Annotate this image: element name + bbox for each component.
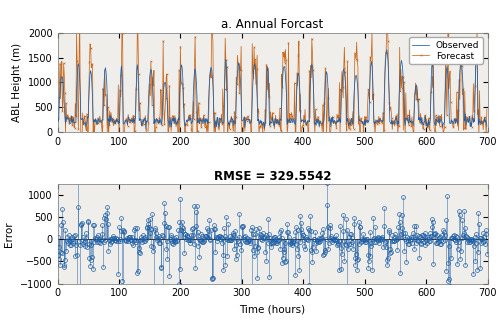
Legend: Observed, Forecast: Observed, Forecast [409, 37, 483, 64]
Forecast [338, 87, 344, 91]
Observed [384, 48, 390, 52]
Forecast [484, 107, 490, 111]
Observed [442, 78, 448, 82]
Forecast [176, 68, 182, 72]
Observed [160, 94, 166, 97]
Observed [390, 120, 396, 124]
Y-axis label: Error: Error [4, 221, 15, 247]
Line: Forecast: Forecast [56, 9, 488, 140]
Forecast [76, 8, 82, 12]
Y-axis label: ABL Height (m): ABL Height (m) [12, 43, 22, 122]
Title: a. Annual Forcast: a. Annual Forcast [222, 19, 324, 31]
Forecast [192, 64, 198, 68]
Forecast [160, 39, 166, 43]
Title: RMSE = 329.5542: RMSE = 329.5542 [214, 170, 331, 183]
Forecast [442, 42, 448, 46]
Observed [484, 124, 490, 128]
Forecast [176, 138, 182, 141]
Observed [337, 119, 343, 123]
Observed [176, 118, 182, 122]
X-axis label: Time (hours): Time (hours) [240, 304, 306, 314]
Observed [54, 114, 60, 118]
Observed [143, 127, 149, 131]
Forecast [390, 119, 396, 123]
Line: Observed: Observed [58, 50, 487, 129]
Observed [191, 79, 197, 83]
Forecast [54, 116, 60, 120]
